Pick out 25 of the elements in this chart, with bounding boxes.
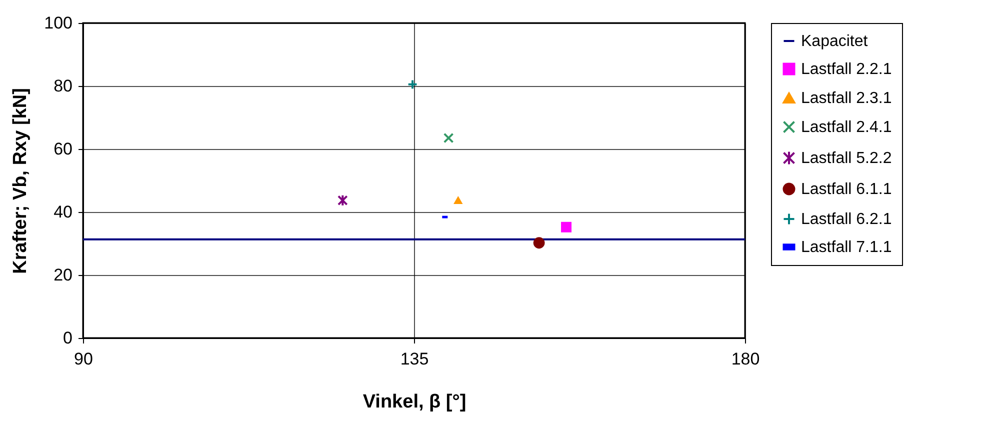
x-tick-label: 135 bbox=[400, 350, 429, 368]
point bbox=[561, 222, 572, 232]
y-tick-label: 100 bbox=[44, 14, 72, 32]
y-tick-label: 60 bbox=[54, 140, 72, 158]
x-tick-label: 90 bbox=[74, 350, 93, 368]
legend-label: Kapacitet bbox=[801, 33, 868, 50]
legend-label: Lastfall 7.1.1 bbox=[801, 239, 892, 256]
legend-label: Lastfall 2.2.1 bbox=[801, 61, 892, 78]
legend-label: Lastfall 5.2.2 bbox=[801, 150, 892, 167]
y-tick-label: 80 bbox=[54, 76, 72, 96]
legend-label: Lastfall 2.3.1 bbox=[801, 90, 892, 107]
legend-label: Lastfall 2.4.1 bbox=[801, 119, 892, 136]
point bbox=[407, 79, 418, 90]
legend-label: Lastfall 6.2.1 bbox=[801, 211, 892, 228]
x-tick-label: 180 bbox=[731, 350, 760, 368]
point bbox=[443, 132, 454, 144]
y-axis-title: Krafter; Vb, Rxy [kN] bbox=[10, 88, 32, 274]
point bbox=[533, 237, 545, 249]
y-tick-label: 20 bbox=[54, 266, 72, 284]
point bbox=[337, 194, 348, 206]
y-tick-label: 0 bbox=[63, 328, 72, 348]
x-axis-title: Vinkel, β [°] bbox=[362, 392, 466, 412]
y-tick-label: 40 bbox=[54, 202, 72, 222]
legend-label: Lastfall 6.1.1 bbox=[801, 181, 892, 198]
point bbox=[454, 196, 463, 204]
